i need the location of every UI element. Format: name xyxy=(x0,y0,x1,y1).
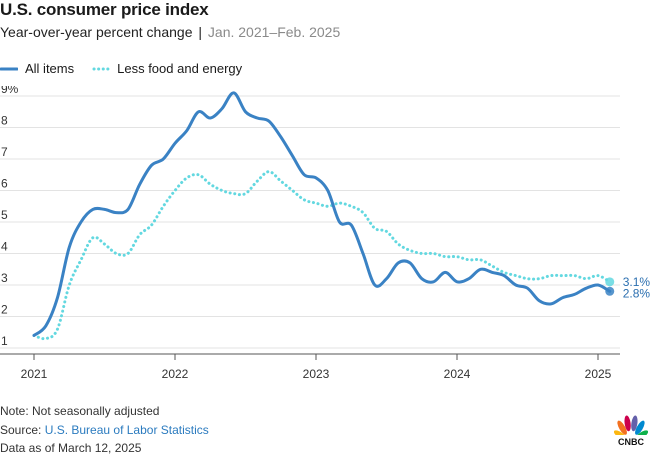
source-prefix: Source: xyxy=(0,423,45,437)
chart-title: U.S. consumer price index xyxy=(0,0,209,19)
series-all-items-line xyxy=(32,91,612,337)
cpi-line-chart: 9% 8 7 6 5 4 3 2 1 2021 2022 2023 2024 2025 3.1%2.8% xyxy=(0,86,651,381)
logo-text: CNBC xyxy=(618,437,644,447)
source-line: Source: U.S. Bureau of Labor Statistics xyxy=(0,423,209,437)
x-axis: 2021 2022 2023 2024 2025 xyxy=(0,353,620,381)
y-tick-label: 4 xyxy=(1,240,8,254)
series-less-food-energy-line xyxy=(32,170,612,341)
cnbc-logo: CNBC xyxy=(613,413,649,447)
legend-label: All items xyxy=(25,61,75,76)
subtitle-separator: | xyxy=(198,24,203,40)
end-label-less-food-energy: 3.1% xyxy=(623,275,651,289)
end-dot-less-food-energy xyxy=(605,277,615,287)
subtitle-main: Year-over-year percent change xyxy=(0,24,193,40)
end-labels: 3.1%2.8% xyxy=(623,275,651,300)
y-axis-labels: 9% 8 7 6 5 4 3 2 1 xyxy=(1,86,19,348)
subtitle-range: Jan. 2021–Feb. 2025 xyxy=(207,24,341,40)
legend-swatch-solid xyxy=(0,67,18,70)
y-tick-label: 8 xyxy=(1,114,8,128)
chart-subtitle: Year-over-year percent change | Jan. 202… xyxy=(0,24,340,40)
x-tick-label: 2021 xyxy=(21,367,48,381)
legend-item-less-food-energy: Less food and energy xyxy=(92,61,242,76)
legend-label: Less food and energy xyxy=(117,61,243,76)
y-tick-label: 7 xyxy=(1,145,8,159)
legend-item-all-items: All items xyxy=(0,61,74,76)
series-group xyxy=(32,91,615,341)
nbc-peacock-icon xyxy=(613,415,649,441)
y-tick-label: 3 xyxy=(1,271,8,285)
data-date: Data as of March 12, 2025 xyxy=(0,441,142,455)
y-tick-label: 5 xyxy=(1,208,8,222)
gridlines xyxy=(0,95,620,349)
y-tick-label: 9% xyxy=(1,86,19,96)
footnote: Note: Not seasonally adjusted xyxy=(0,404,160,418)
x-tick-label: 2023 xyxy=(303,367,330,381)
chart-legend: All items Less food and energy xyxy=(0,61,260,76)
end-label-all-items: 2.8% xyxy=(623,286,651,300)
source-link[interactable]: U.S. Bureau of Labor Statistics xyxy=(44,423,209,437)
end-dot-all-items xyxy=(605,286,615,296)
y-tick-label: 6 xyxy=(1,177,8,191)
legend-swatch-dotted xyxy=(92,67,110,70)
x-tick-label: 2022 xyxy=(162,367,189,381)
y-tick-label: 2 xyxy=(1,303,8,317)
x-tick-label: 2024 xyxy=(444,367,471,381)
y-tick-label: 1 xyxy=(1,334,8,348)
x-tick-label: 2025 xyxy=(585,367,612,381)
